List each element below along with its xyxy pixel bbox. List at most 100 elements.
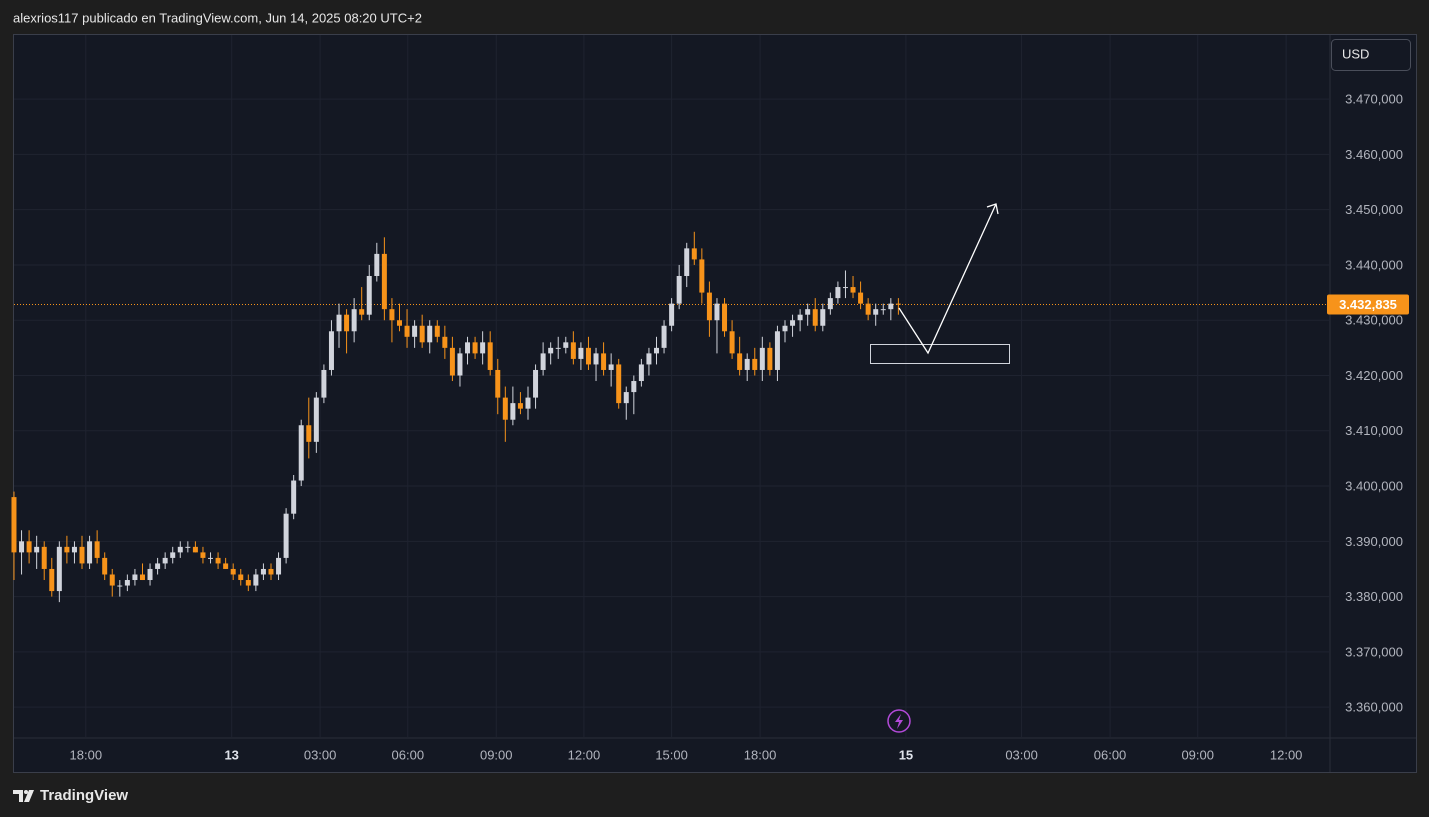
candle-body [744,358,750,370]
candle-body [177,546,183,553]
candle-body [268,568,274,575]
candle-body [593,353,599,365]
x-tick-label: 12:00 [568,747,601,762]
candle-body [495,369,501,398]
publish-header: alexrios117 publicado en TradingView.com… [13,10,422,25]
y-tick-label: 3.360,000 [1345,700,1403,715]
candle-body [540,353,546,370]
candle-body [79,546,85,564]
y-tick-label: 3.450,000 [1345,202,1403,217]
candle-body [238,574,244,581]
brand-logo [13,790,34,802]
candle-body [419,325,425,343]
candle-body [880,309,886,311]
candles [11,231,901,603]
candle-body [321,369,327,398]
candle-body [835,287,841,299]
candle-body [283,513,289,558]
candle-body [790,320,796,326]
candle-body [472,342,478,354]
candle-body [888,303,894,310]
candle-body [797,314,803,321]
candle-body [230,568,236,575]
x-tick-label: 09:00 [1181,747,1214,762]
candle-body [722,303,728,332]
candle-body [653,347,659,354]
candle-body [94,541,100,558]
candle-body [351,309,357,332]
candle-body [412,325,418,337]
candle-body [487,342,493,370]
candle-body [767,347,773,370]
candle-body [578,347,584,359]
candle-body [480,342,486,354]
candle-body [714,303,720,321]
candle-body [510,403,516,420]
candle-body [601,353,607,370]
candle-body [525,397,531,409]
candle-body [684,248,690,277]
candle-body [49,568,55,592]
candle-body [457,353,463,376]
chart-frame [13,34,1417,773]
y-tick-label: 3.390,000 [1345,534,1403,549]
last-price-label: 3.432,835 [1339,297,1397,312]
candle-body [676,276,682,304]
x-tick-label: 15 [899,747,913,762]
candle-body [850,287,856,293]
target-zone [870,344,1010,364]
currency-label[interactable]: USD [1342,46,1369,61]
candle-body [41,546,47,569]
candle-body [245,580,251,586]
x-tick-label: 15:00 [655,747,688,762]
candle-body [646,353,652,365]
candle-body [427,325,433,343]
candle-body [313,397,319,442]
candle-body [858,292,864,304]
candle-body [71,546,77,553]
x-tick-label: 06:00 [1094,747,1127,762]
candle-body [449,347,455,376]
candle-body [19,541,25,553]
candle-body [11,497,17,553]
candle-body [827,298,833,310]
candle-body [215,557,221,564]
candle-body [638,364,644,382]
candle-body [517,403,523,409]
candle-body [185,546,191,548]
candle-body [442,336,448,348]
last-price-badge [1327,294,1409,315]
candle-body [752,358,758,370]
candle-body [555,347,561,349]
candle-body [782,325,788,332]
y-tick-label: 3.400,000 [1345,478,1403,493]
y-tick-label: 3.440,000 [1345,257,1403,272]
candle-body [623,392,629,404]
y-tick-label: 3.380,000 [1345,589,1403,604]
candle-body [147,568,153,581]
candle-body [306,425,312,442]
candle-body [139,574,145,581]
x-tick-label: 03:00 [1005,747,1038,762]
candle-body [820,309,826,326]
candle-body [291,480,297,514]
currency-button[interactable] [1331,39,1411,71]
candle-body [842,287,848,289]
candle-body [759,347,765,370]
candle-body [64,546,70,553]
x-tick-label: 03:00 [304,747,337,762]
y-tick-label: 3.470,000 [1345,92,1403,107]
candle-body [87,541,93,564]
candle-body [192,546,198,553]
events-bolt [895,714,903,729]
candle-body [336,314,342,332]
candle-body [366,276,372,315]
x-tick-label: 09:00 [480,747,513,762]
candle-body [34,546,40,553]
candle-body [200,552,206,558]
x-tick-label: 06:00 [392,747,425,762]
brand-name: TradingView [40,787,128,804]
x-tick-label: 18:00 [70,747,103,762]
y-tick-label: 3.410,000 [1345,423,1403,438]
